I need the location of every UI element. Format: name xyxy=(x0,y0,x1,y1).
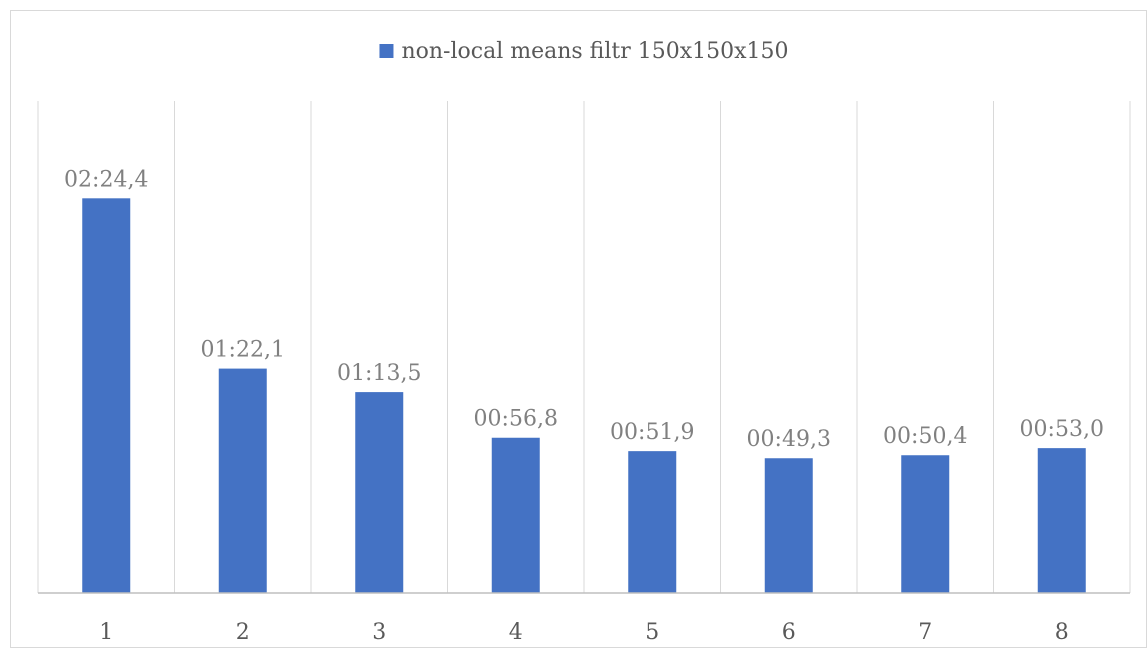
bar-2 xyxy=(218,368,267,593)
data-label-7: 00:50,4 xyxy=(883,424,967,449)
legend-label: non-local means filtr 150x150x150 xyxy=(401,39,788,64)
x-tick-label-6: 6 xyxy=(782,620,796,645)
bar-1 xyxy=(82,198,131,593)
legend-swatch xyxy=(379,44,394,58)
bar-7 xyxy=(901,455,950,593)
x-tick-label-4: 4 xyxy=(509,620,523,645)
legend: non-local means filtr 150x150x150 xyxy=(379,39,789,64)
x-tick-label-5: 5 xyxy=(645,620,659,645)
bar-5 xyxy=(628,451,677,593)
data-label-2: 01:22,1 xyxy=(201,338,285,363)
bar-4 xyxy=(491,437,540,593)
data-label-3: 01:13,5 xyxy=(337,361,421,386)
data-label-4: 00:56,8 xyxy=(474,407,558,432)
data-label-6: 00:49,3 xyxy=(747,427,831,452)
bars xyxy=(82,198,1086,593)
data-label-5: 00:51,9 xyxy=(610,420,694,445)
x-tick-label-7: 7 xyxy=(918,620,932,645)
x-axis-tick-labels: 1 2 3 4 5 6 7 8 xyxy=(99,620,1069,645)
bar-6 xyxy=(764,458,813,593)
x-tick-label-3: 3 xyxy=(372,620,386,645)
data-labels: 02:24,4 01:22,1 01:13,5 00:56,8 00:51,9 00:49… xyxy=(64,167,1104,452)
x-tick-label-1: 1 xyxy=(99,620,113,645)
bar-8 xyxy=(1037,448,1086,593)
bar-3 xyxy=(355,392,404,593)
chart-frame xyxy=(10,10,1147,648)
grid-lines xyxy=(37,101,1131,593)
data-label-1: 02:24,4 xyxy=(64,167,148,192)
x-tick-label-8: 8 xyxy=(1055,620,1069,645)
data-label-8: 00:53,0 xyxy=(1020,417,1104,442)
x-tick-label-2: 2 xyxy=(236,620,250,645)
